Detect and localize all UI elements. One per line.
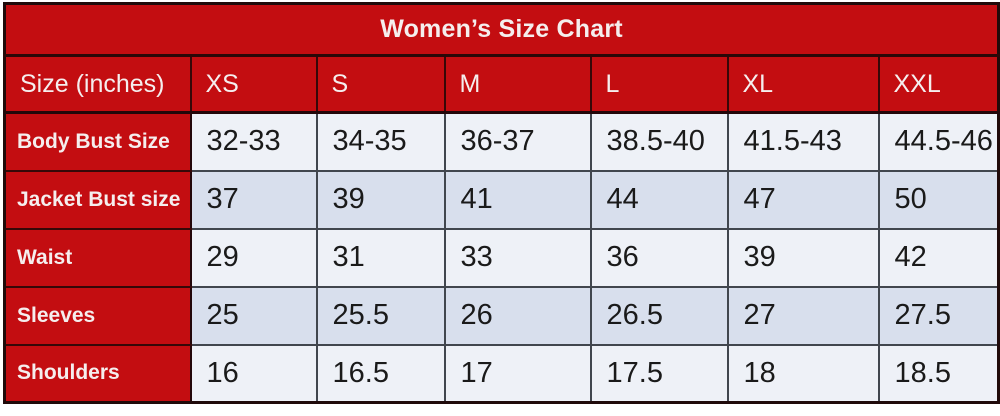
cell-sleeves-l: 26.5 — [589, 285, 729, 346]
cell-sleeves-xl: 27 — [726, 285, 880, 346]
row-label-waist: Waist — [3, 227, 192, 288]
column-header-l: L — [589, 54, 729, 114]
cell-body-bust-s: 34-35 — [315, 111, 446, 172]
cell-jacket-bust-xs: 37 — [189, 169, 318, 230]
header-row: Size (inches) XS S M L XL XXL — [3, 54, 1000, 114]
cell-sleeves-s: 25.5 — [315, 285, 446, 346]
column-header-xxl: XXL — [877, 54, 1000, 114]
cell-body-bust-xl: 41.5-43 — [726, 111, 880, 172]
column-header-xl: XL — [726, 54, 880, 114]
column-header-size-inches: Size (inches) — [3, 54, 192, 114]
cell-shoulders-m: 17 — [443, 343, 592, 404]
size-chart-container: Women’s Size Chart Size (inches) XS S M … — [3, 2, 1000, 404]
cell-waist-xs: 29 — [189, 227, 318, 288]
cell-body-bust-xs: 32-33 — [189, 111, 318, 172]
cell-waist-s: 31 — [315, 227, 446, 288]
table-row-jacket-bust-size: Jacket Bust size 37 39 41 44 47 50 — [3, 169, 1000, 230]
table-row-shoulders: Shoulders 16 16.5 17 17.5 18 18.5 — [3, 343, 1000, 404]
cell-shoulders-xl: 18 — [726, 343, 880, 404]
cell-shoulders-xxl: 18.5 — [877, 343, 1000, 404]
table-title: Women’s Size Chart — [3, 2, 1000, 57]
cell-jacket-bust-m: 41 — [443, 169, 592, 230]
cell-shoulders-xs: 16 — [189, 343, 318, 404]
cell-sleeves-xs: 25 — [189, 285, 318, 346]
cell-sleeves-xxl: 27.5 — [877, 285, 1000, 346]
cell-jacket-bust-s: 39 — [315, 169, 446, 230]
cell-waist-xxl: 42 — [877, 227, 1000, 288]
row-label-sleeves: Sleeves — [3, 285, 192, 346]
cell-jacket-bust-xl: 47 — [726, 169, 880, 230]
cell-body-bust-m: 36-37 — [443, 111, 592, 172]
column-header-m: M — [443, 54, 592, 114]
row-label-jacket-bust-size: Jacket Bust size — [3, 169, 192, 230]
cell-body-bust-xxl: 44.5-46 — [877, 111, 1000, 172]
title-row: Women’s Size Chart — [3, 2, 1000, 57]
column-header-s: S — [315, 54, 446, 114]
cell-waist-l: 36 — [589, 227, 729, 288]
row-label-shoulders: Shoulders — [3, 343, 192, 404]
cell-waist-m: 33 — [443, 227, 592, 288]
row-label-body-bust-size: Body Bust Size — [3, 111, 192, 172]
cell-shoulders-l: 17.5 — [589, 343, 729, 404]
table-row-waist: Waist 29 31 33 36 39 42 — [3, 227, 1000, 288]
table-row-body-bust-size: Body Bust Size 32-33 34-35 36-37 38.5-40… — [3, 111, 1000, 172]
womens-size-chart-table: Women’s Size Chart Size (inches) XS S M … — [3, 2, 1000, 404]
cell-sleeves-m: 26 — [443, 285, 592, 346]
table-row-sleeves: Sleeves 25 25.5 26 26.5 27 27.5 — [3, 285, 1000, 346]
cell-jacket-bust-l: 44 — [589, 169, 729, 230]
cell-shoulders-s: 16.5 — [315, 343, 446, 404]
column-header-xs: XS — [189, 54, 318, 114]
cell-body-bust-l: 38.5-40 — [589, 111, 729, 172]
cell-waist-xl: 39 — [726, 227, 880, 288]
cell-jacket-bust-xxl: 50 — [877, 169, 1000, 230]
